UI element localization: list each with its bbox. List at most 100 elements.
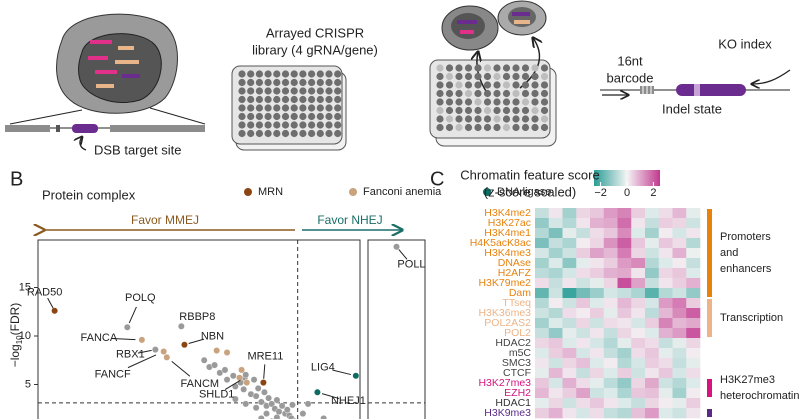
well [264, 129, 272, 138]
heatmap-cell [576, 348, 591, 359]
well [531, 123, 539, 132]
well [308, 70, 316, 78]
y-tick-label: 15 [19, 281, 31, 293]
heatmap-cell [576, 358, 591, 369]
well [325, 95, 333, 104]
heatmap-cell [645, 368, 660, 379]
heatmap-cell [548, 278, 563, 289]
heatmap-cell [576, 388, 591, 399]
well [316, 112, 324, 121]
heatmap-cell [658, 398, 673, 409]
well [502, 89, 511, 98]
data-point [123, 323, 131, 331]
heatmap-cell [576, 408, 591, 419]
well [493, 98, 501, 106]
target-label: DSB target site [94, 142, 181, 157]
well [474, 106, 482, 115]
heatmap-cell [617, 328, 632, 339]
well [436, 106, 444, 115]
row-label: HDAC1 [495, 397, 531, 409]
group-label: and [720, 247, 738, 259]
well [308, 129, 316, 138]
heatmap-cell [631, 338, 646, 349]
leader-line [111, 337, 136, 341]
well [238, 70, 246, 78]
well [483, 106, 492, 115]
heatmap-cell [603, 348, 618, 359]
well [540, 115, 549, 123]
heatmap-cell [658, 298, 673, 309]
heatmap-cell [686, 258, 701, 269]
heatmap-cell [535, 398, 550, 409]
well [334, 129, 342, 138]
well [334, 70, 342, 78]
row-label: m5C [509, 347, 532, 359]
heatmap-cell [590, 278, 605, 289]
well [483, 98, 492, 106]
heatmap-cell [658, 248, 673, 259]
well [281, 78, 290, 87]
heatmap-cell [672, 248, 687, 259]
leader-line [332, 369, 352, 376]
well [493, 115, 501, 123]
heatmap-cell [645, 218, 660, 229]
heatmap-cell [672, 318, 687, 329]
well [483, 115, 492, 123]
well [521, 64, 530, 72]
heatmap-cell [617, 218, 632, 229]
well [540, 64, 549, 72]
heatmap-cell [548, 348, 563, 359]
heatmap-cell [658, 318, 673, 329]
heatmap-cell [631, 268, 646, 279]
well [436, 72, 444, 81]
well [502, 72, 511, 81]
well [299, 112, 307, 121]
heatmap-cell [631, 298, 646, 309]
well [436, 89, 444, 98]
well [512, 115, 520, 123]
well [281, 70, 290, 78]
well [512, 72, 520, 81]
data-point [163, 353, 171, 361]
heatmap-cell [645, 398, 660, 409]
well [290, 95, 298, 104]
amplicon-cartoon [600, 69, 791, 96]
heatmap-cell [617, 378, 632, 389]
heatmap-cell [603, 388, 618, 399]
row-label: CTCF [503, 367, 531, 379]
well [255, 95, 263, 104]
library-title: Arrayed CRISPR [266, 25, 364, 40]
well [264, 112, 272, 121]
heatmap-cell [631, 388, 646, 399]
well [436, 115, 444, 123]
heatmap-cell [645, 258, 660, 269]
well [316, 87, 324, 95]
well [334, 121, 342, 129]
legend-swatch [483, 188, 491, 196]
heatmap-cell [686, 268, 701, 279]
well [281, 87, 290, 95]
heatmap-cell [535, 288, 550, 299]
heatmap-cell [672, 298, 687, 309]
heatmap-cell [631, 328, 646, 339]
well [264, 87, 272, 95]
heatmap-cell [686, 408, 701, 419]
heatmap-cell [631, 248, 646, 259]
direction-label: Favor MMEJ [131, 213, 199, 227]
well [464, 64, 473, 72]
data-point [250, 376, 258, 384]
well [273, 121, 281, 129]
heatmap-cell [617, 248, 632, 259]
heatmap-cell [658, 348, 673, 359]
well [474, 123, 482, 132]
data-point [229, 372, 237, 380]
data-point [263, 410, 270, 417]
heatmap-cell [686, 378, 701, 389]
cell-cartoon [5, 13, 206, 151]
heatmap-cell [686, 358, 701, 369]
heatmap-cell [658, 228, 673, 239]
heatmap-cell [658, 268, 673, 279]
heatmap-cell [535, 348, 550, 359]
leader-line [263, 364, 266, 379]
well [531, 72, 539, 81]
